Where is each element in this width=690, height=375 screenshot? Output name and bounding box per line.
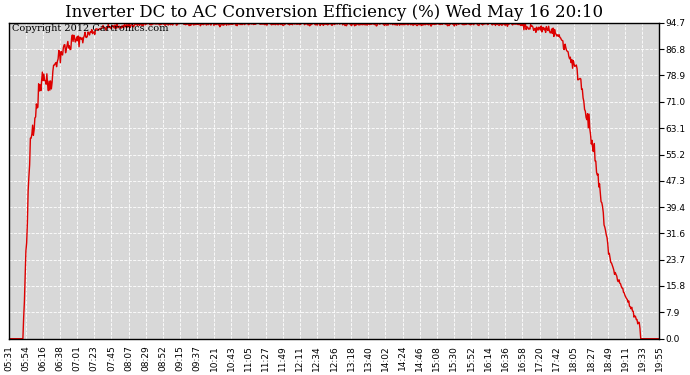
Text: Copyright 2012 Cartronics.com: Copyright 2012 Cartronics.com [12, 24, 168, 33]
Title: Inverter DC to AC Conversion Efficiency (%) Wed May 16 20:10: Inverter DC to AC Conversion Efficiency … [65, 4, 603, 21]
